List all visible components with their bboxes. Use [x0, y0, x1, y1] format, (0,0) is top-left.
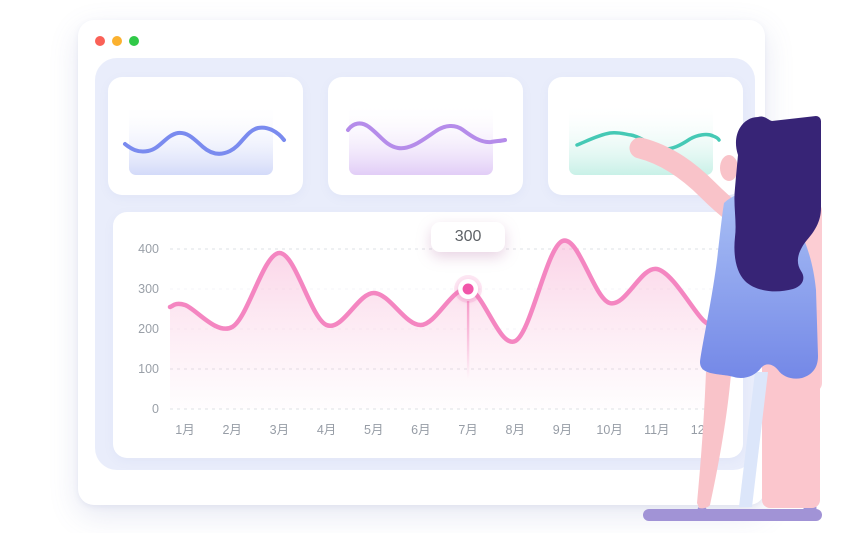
sparkline-teal-chart: [569, 105, 721, 175]
x-axis-tick: 5月: [364, 423, 383, 437]
x-axis-tick: 8月: [506, 423, 525, 437]
x-axis-tick: 4月: [317, 423, 336, 437]
traffic-lights: [95, 36, 139, 46]
x-axis-tick: 2月: [222, 423, 241, 437]
x-axis-tick: 7月: [458, 423, 477, 437]
minimize-window-button[interactable]: [112, 36, 122, 46]
sparkline-blue-line: [123, 125, 286, 156]
x-axis-tick: 10月: [596, 423, 622, 437]
y-axis-tick: 100: [138, 362, 159, 376]
y-axis-tick: 400: [138, 242, 159, 256]
data-point-marker[interactable]: [462, 283, 474, 295]
close-window-button[interactable]: [95, 36, 105, 46]
dashboard-panel: 300 400 300 200 100 0 1月 2月 3月 4月 5月 6月 7月 8月 9月 10月: [95, 58, 755, 470]
mini-card-blue[interactable]: [108, 77, 303, 195]
pink-board-shape: [796, 202, 822, 392]
zoom-window-button[interactable]: [129, 36, 139, 46]
monthly-trend-chart-card: 300 400 300 200 100 0 1月 2月 3月 4月 5月 6月 7月 8月 9月 10月: [113, 212, 743, 458]
sparkline-blue-fill: [129, 105, 273, 175]
sparkline-blue-chart: [123, 105, 286, 175]
mini-card-teal[interactable]: [548, 77, 743, 195]
x-axis-tick: 9月: [553, 423, 572, 437]
platform-bump: [697, 505, 707, 515]
monthly-trend-chart[interactable]: 400 300 200 100 0 1月 2月 3月 4月 5月 6月 7月 8月 9月 10月 11月 12月: [113, 212, 743, 458]
platform-shape: [643, 509, 822, 521]
y-axis-tick: 200: [138, 322, 159, 336]
x-axis-tick: 12月: [691, 423, 717, 437]
area-fill: [170, 240, 719, 409]
mini-card-purple[interactable]: [328, 77, 523, 195]
trend-line: [167, 238, 722, 344]
x-axis-tick: 6月: [411, 423, 430, 437]
x-axis-tick: 11月: [644, 423, 669, 437]
right-leg-shape: [762, 310, 820, 508]
platform-bump: [803, 501, 817, 515]
app-window: 300 400 300 200 100 0 1月 2月 3月 4月 5月 6月 7月 8月 9月 10月: [78, 20, 765, 505]
x-axis-tick: 3月: [270, 423, 289, 437]
y-axis-tick: 0: [152, 402, 159, 416]
sparkline-purple-line: [346, 121, 507, 151]
y-axis-tick: 300: [138, 282, 159, 296]
x-axis-tick: 1月: [175, 423, 194, 437]
chart-tooltip: 300: [431, 222, 506, 252]
marker-guide-line: [466, 301, 470, 379]
sparkline-purple-chart: [346, 105, 507, 175]
